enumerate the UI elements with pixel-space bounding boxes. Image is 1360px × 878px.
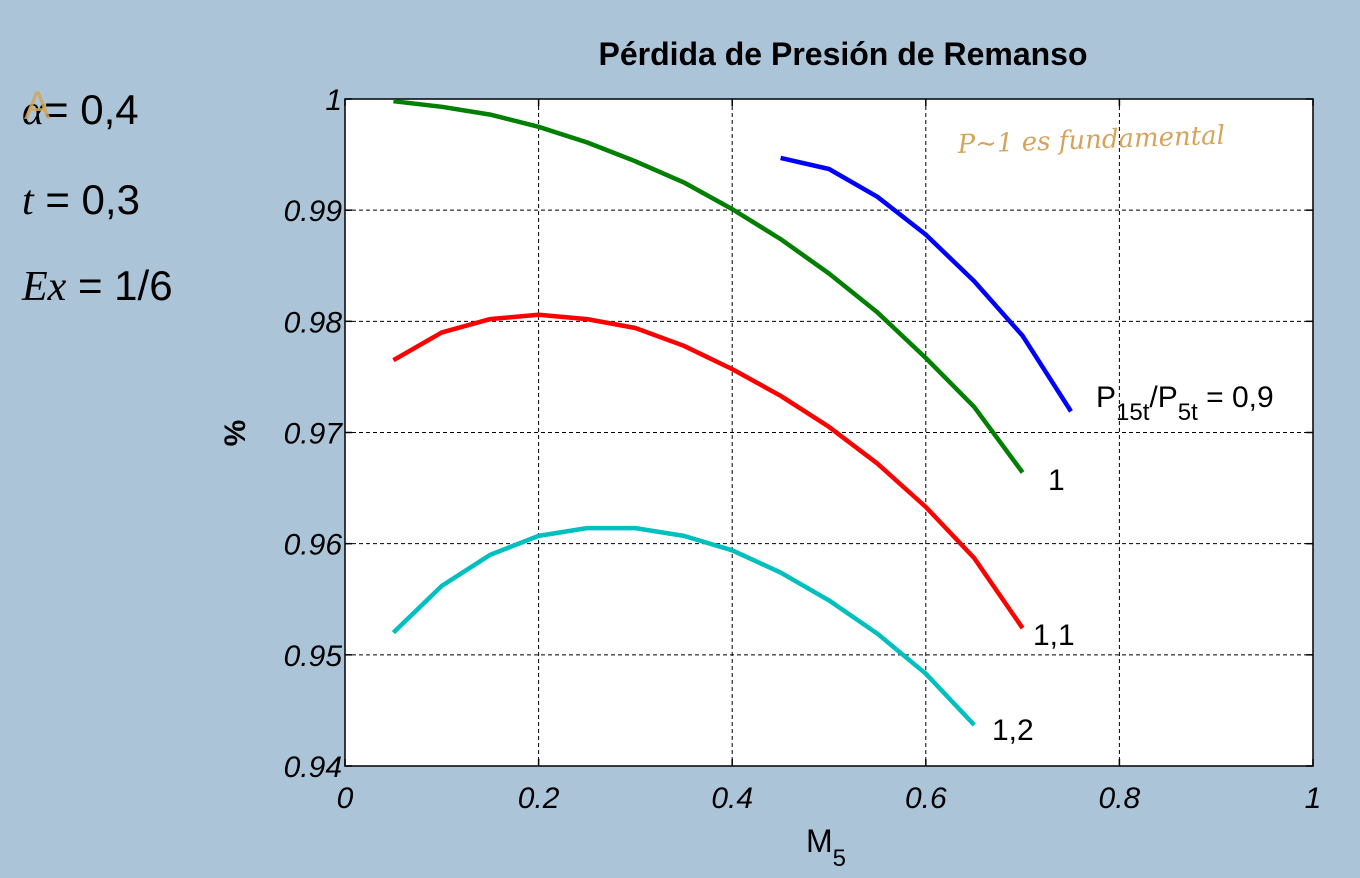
series-line-0	[780, 155, 1073, 413]
x-axis-label-main: M	[806, 823, 833, 859]
param-ex-symbol: Ex	[22, 264, 67, 310]
grid	[345, 99, 1313, 766]
x-tick-label: 0	[337, 782, 354, 815]
series-label-1-2: 1,2	[992, 714, 1034, 747]
y-tick-label: 0.95	[284, 640, 343, 673]
series-label-0-9-main: P	[1096, 381, 1116, 414]
y-tick-label: 0.97	[284, 418, 344, 451]
series-lines	[391, 98, 1073, 727]
x-tick-label: 0.4	[711, 782, 753, 815]
chart-title: Pérdida de Presión de Remanso	[598, 36, 1087, 72]
y-tick-label: 0.96	[284, 529, 343, 562]
series-label-0-9-mid: /P	[1149, 381, 1177, 414]
series-label-0-9: P15t/P5t = 0,9	[1096, 381, 1274, 426]
y-axis-label: %	[219, 420, 252, 447]
param-ex-value: = 1/6	[66, 262, 173, 309]
y-tick-label: 0.99	[284, 195, 343, 228]
series-label-0-9-sub1: 15t	[1116, 399, 1150, 426]
handwritten-strike-mark: A	[24, 84, 51, 128]
param-alpha: α A = 0,4	[22, 84, 139, 135]
axis-ticks: 0 0.2 0.4 0.6 0.8 1 0.94 0.95 0.96 0.97 0.98 0.99 1	[284, 84, 1322, 815]
series-label-0-9-sub2: 5t	[1178, 399, 1198, 426]
y-tick-label: 0.98	[284, 306, 343, 339]
x-tick-label: 0.2	[518, 782, 560, 815]
param-t-symbol: t	[22, 178, 34, 224]
param-t: t = 0,3	[22, 176, 140, 225]
series-label-1-1: 1,1	[1033, 619, 1075, 652]
series-line-1	[393, 98, 1025, 474]
param-t-value: = 0,3	[33, 176, 140, 223]
x-axis-label-sub: 5	[833, 845, 846, 872]
series-label-1: 1	[1048, 464, 1065, 497]
y-tick-label: 0.94	[284, 751, 342, 784]
param-alpha-value: = 0,4	[44, 86, 139, 133]
x-tick-label: 0.6	[905, 782, 947, 815]
param-ex: Ex = 1/6	[22, 262, 173, 311]
x-tick-label: 1	[1305, 782, 1322, 815]
x-axis-label: M5	[806, 823, 846, 872]
series-label-0-9-tail: = 0,9	[1198, 381, 1274, 414]
series-line-3	[391, 525, 976, 727]
x-tick-label: 0.8	[1099, 782, 1141, 815]
y-tick-label: 1	[325, 84, 342, 117]
series-line-2	[392, 312, 1025, 630]
